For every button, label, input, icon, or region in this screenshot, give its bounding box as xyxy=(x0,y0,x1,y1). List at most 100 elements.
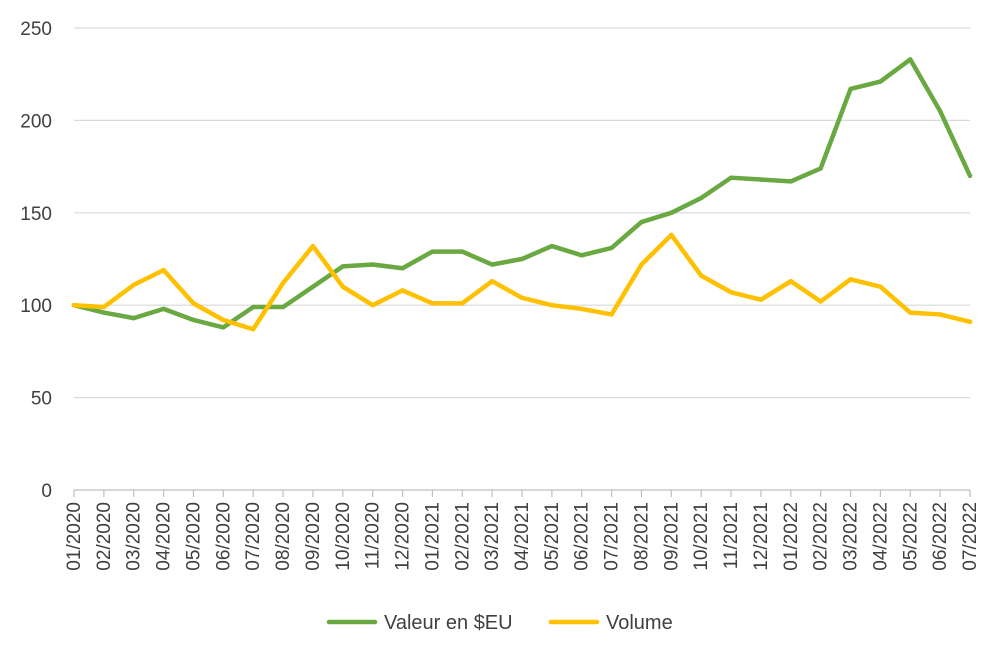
x-tick-label: 06/2021 xyxy=(572,502,593,571)
data-point xyxy=(728,175,734,180)
data-point xyxy=(848,277,853,282)
x-tick-label: 04/2021 xyxy=(512,502,533,571)
data-point xyxy=(728,290,734,295)
data-point xyxy=(609,245,614,251)
data-point xyxy=(161,267,166,273)
y-axis-tick-labels: 0 50 100 150 200 250 xyxy=(20,19,52,502)
data-point xyxy=(788,179,793,184)
data-point xyxy=(191,301,196,306)
x-tick-label: 11/2020 xyxy=(363,502,384,569)
data-point xyxy=(71,303,77,308)
data-point xyxy=(549,243,555,249)
data-point xyxy=(878,284,883,289)
data-point xyxy=(788,278,793,284)
x-tick-label: 05/2021 xyxy=(542,502,563,571)
x-tick-label: 02/2022 xyxy=(811,502,832,571)
data-point xyxy=(967,173,973,179)
data-point xyxy=(400,266,405,271)
x-tick-label: 05/2022 xyxy=(900,502,921,571)
data-point xyxy=(221,325,226,330)
legend-label: Valeur en $EU xyxy=(384,612,513,634)
data-point xyxy=(699,273,704,278)
x-tick-label: 02/2021 xyxy=(452,502,473,571)
data-point xyxy=(310,243,316,249)
data-point xyxy=(848,86,853,92)
x-axis xyxy=(73,489,971,497)
series-lines xyxy=(71,57,973,332)
data-point xyxy=(519,256,525,262)
x-axis-tick-labels: 01/2020 02/2020 03/2020 04/2020 05/2020 06/20… xyxy=(64,502,981,571)
data-point xyxy=(370,303,375,308)
data-point xyxy=(400,288,405,293)
data-point xyxy=(908,57,913,62)
x-tick-label: 04/2022 xyxy=(870,502,891,571)
y-tick-label: 100 xyxy=(20,296,52,317)
x-tick-label: 03/2022 xyxy=(841,502,862,571)
data-point xyxy=(191,317,196,323)
data-point xyxy=(818,299,823,304)
x-tick-label: 12/2021 xyxy=(751,502,772,571)
x-tick-label: 02/2020 xyxy=(94,502,115,571)
x-tick-label: 09/2020 xyxy=(303,502,324,571)
data-point xyxy=(251,304,256,310)
data-point xyxy=(669,210,674,215)
data-point xyxy=(131,315,136,321)
data-point xyxy=(937,312,943,317)
x-tick-label: 12/2020 xyxy=(393,502,414,571)
x-tick-label: 04/2020 xyxy=(154,502,175,571)
data-point xyxy=(460,301,465,306)
x-tick-label: 07/2020 xyxy=(243,502,264,571)
x-tick-label: 01/2022 xyxy=(781,502,802,571)
x-tick-label: 01/2021 xyxy=(422,502,443,571)
data-point xyxy=(519,295,525,301)
data-point xyxy=(131,282,136,288)
legend: Valeur en $EU Volume xyxy=(326,612,673,634)
data-point xyxy=(430,249,435,254)
data-point xyxy=(340,264,345,269)
data-point xyxy=(579,306,584,312)
data-point xyxy=(489,278,495,284)
series-line-volume xyxy=(71,232,973,332)
data-point xyxy=(101,310,107,315)
y-tick-label: 150 xyxy=(20,204,52,225)
data-point xyxy=(669,232,674,238)
data-point xyxy=(937,108,943,114)
data-point xyxy=(251,327,256,332)
data-point xyxy=(818,166,823,171)
data-point xyxy=(489,262,495,267)
data-point xyxy=(967,319,973,325)
data-point xyxy=(370,262,375,267)
grid-lines xyxy=(74,27,970,399)
x-tick-label: 06/2022 xyxy=(930,502,951,571)
data-point xyxy=(430,301,435,306)
data-point xyxy=(280,280,286,286)
data-point xyxy=(639,262,644,267)
x-tick-label: 03/2021 xyxy=(482,502,503,571)
x-tick-label: 07/2021 xyxy=(602,502,623,571)
x-tick-label: 08/2021 xyxy=(631,502,652,571)
legend-label: Volume xyxy=(606,612,673,634)
data-point xyxy=(549,303,555,308)
data-point xyxy=(460,249,465,254)
data-point xyxy=(579,253,584,258)
data-point xyxy=(161,306,166,312)
data-point xyxy=(639,219,644,225)
x-tick-label: 07/2022 xyxy=(960,502,981,571)
x-tick-label: 08/2020 xyxy=(273,502,294,571)
y-tick-label: 200 xyxy=(20,111,52,132)
data-point xyxy=(878,79,883,84)
y-tick-label: 0 xyxy=(41,481,52,502)
data-point xyxy=(609,312,614,317)
data-point xyxy=(699,195,704,201)
data-point xyxy=(310,284,316,289)
y-tick-label: 250 xyxy=(20,19,52,40)
x-tick-label: 05/2020 xyxy=(183,502,204,571)
series-line-valeur xyxy=(71,57,973,330)
data-point xyxy=(908,310,913,315)
y-tick-label: 50 xyxy=(31,389,52,410)
x-tick-label: 10/2020 xyxy=(333,502,354,571)
x-tick-label: 09/2021 xyxy=(661,502,682,571)
x-tick-label: 06/2020 xyxy=(213,502,234,571)
x-tick-label: 01/2020 xyxy=(64,502,85,571)
